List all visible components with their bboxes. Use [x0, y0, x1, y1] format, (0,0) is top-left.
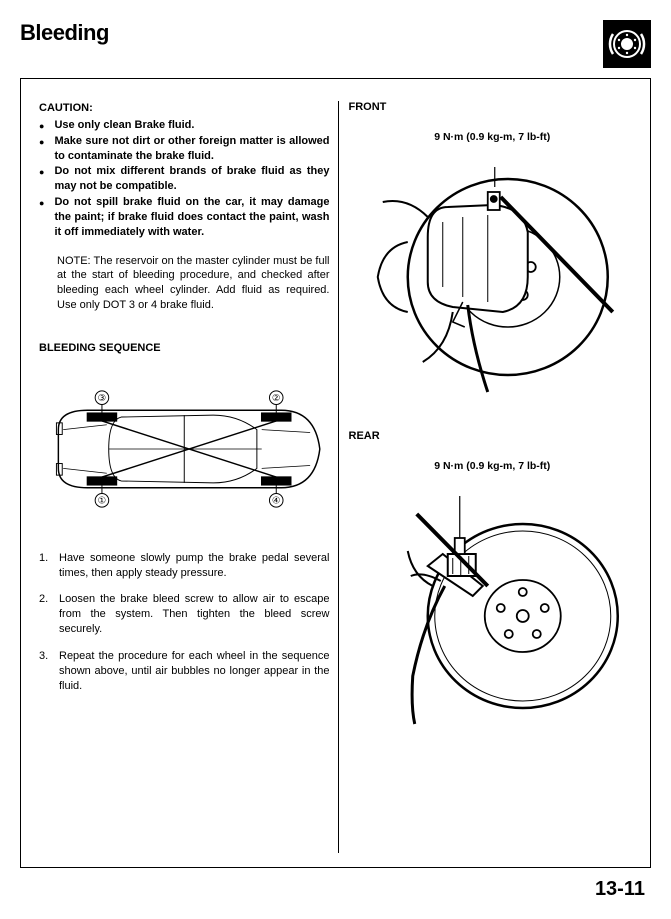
page-header: Bleeding	[20, 20, 651, 68]
front-brake-illustration	[349, 147, 637, 397]
caution-item: Do not mix different brands of brake flu…	[39, 164, 330, 194]
step-number: 2.	[39, 592, 59, 637]
wheel-marker-fr: ②	[272, 393, 281, 404]
bleeding-sequence-diagram: ③ ② ① ④	[39, 374, 330, 524]
step-text: Have someone slowly pump the brake pedal…	[59, 551, 330, 581]
step-text: Repeat the procedure for each wheel in t…	[59, 649, 330, 694]
caution-item: Do not spill brake fluid on the car, it …	[39, 195, 330, 240]
wheel-marker-fl: ③	[98, 393, 107, 404]
rear-torque-spec: 9 N·m (0.9 kg-m, 7 lb-ft)	[349, 460, 637, 472]
sequence-heading: BLEEDING SEQUENCE	[39, 341, 330, 356]
page-title: Bleeding	[20, 20, 109, 46]
step-text: Loosen the brake bleed screw to allow ai…	[59, 592, 330, 637]
caution-item: Use only clean Brake fluid.	[39, 118, 330, 133]
rear-brake-illustration	[349, 476, 637, 726]
step-number: 1.	[39, 551, 59, 581]
caution-text: Do not mix different brands of brake flu…	[54, 164, 329, 194]
note-block: NOTE: The reservoir on the master cylind…	[39, 254, 330, 313]
wheel-marker-rr: ④	[272, 496, 281, 507]
caution-text: Do not spill brake fluid on the car, it …	[54, 195, 329, 240]
right-column: FRONT 9 N·m (0.9 kg-m, 7 lb-ft)	[338, 101, 637, 853]
front-label: FRONT	[349, 101, 637, 113]
caution-item: Make sure not dirt or other foreign matt…	[39, 134, 330, 164]
step-number: 3.	[39, 649, 59, 694]
caution-text: Make sure not dirt or other foreign matt…	[54, 134, 329, 164]
left-column: CAUTION: Use only clean Brake fluid. Mak…	[39, 101, 338, 853]
content-frame: CAUTION: Use only clean Brake fluid. Mak…	[20, 78, 651, 868]
step-item: 3. Repeat the procedure for each wheel i…	[39, 649, 330, 694]
procedure-steps: 1. Have someone slowly pump the brake pe…	[39, 551, 330, 694]
front-torque-spec: 9 N·m (0.9 kg-m, 7 lb-ft)	[349, 131, 637, 143]
brake-rotor-icon	[603, 20, 651, 68]
step-item: 2. Loosen the brake bleed screw to allow…	[39, 592, 330, 637]
step-item: 1. Have someone slowly pump the brake pe…	[39, 551, 330, 581]
rear-label: REAR	[349, 430, 637, 442]
caution-heading: CAUTION:	[39, 101, 330, 116]
caution-list: Use only clean Brake fluid. Make sure no…	[39, 118, 330, 240]
wheel-marker-rl: ①	[98, 496, 107, 507]
page-number: 13-11	[595, 878, 645, 901]
caution-text: Use only clean Brake fluid.	[54, 118, 194, 133]
